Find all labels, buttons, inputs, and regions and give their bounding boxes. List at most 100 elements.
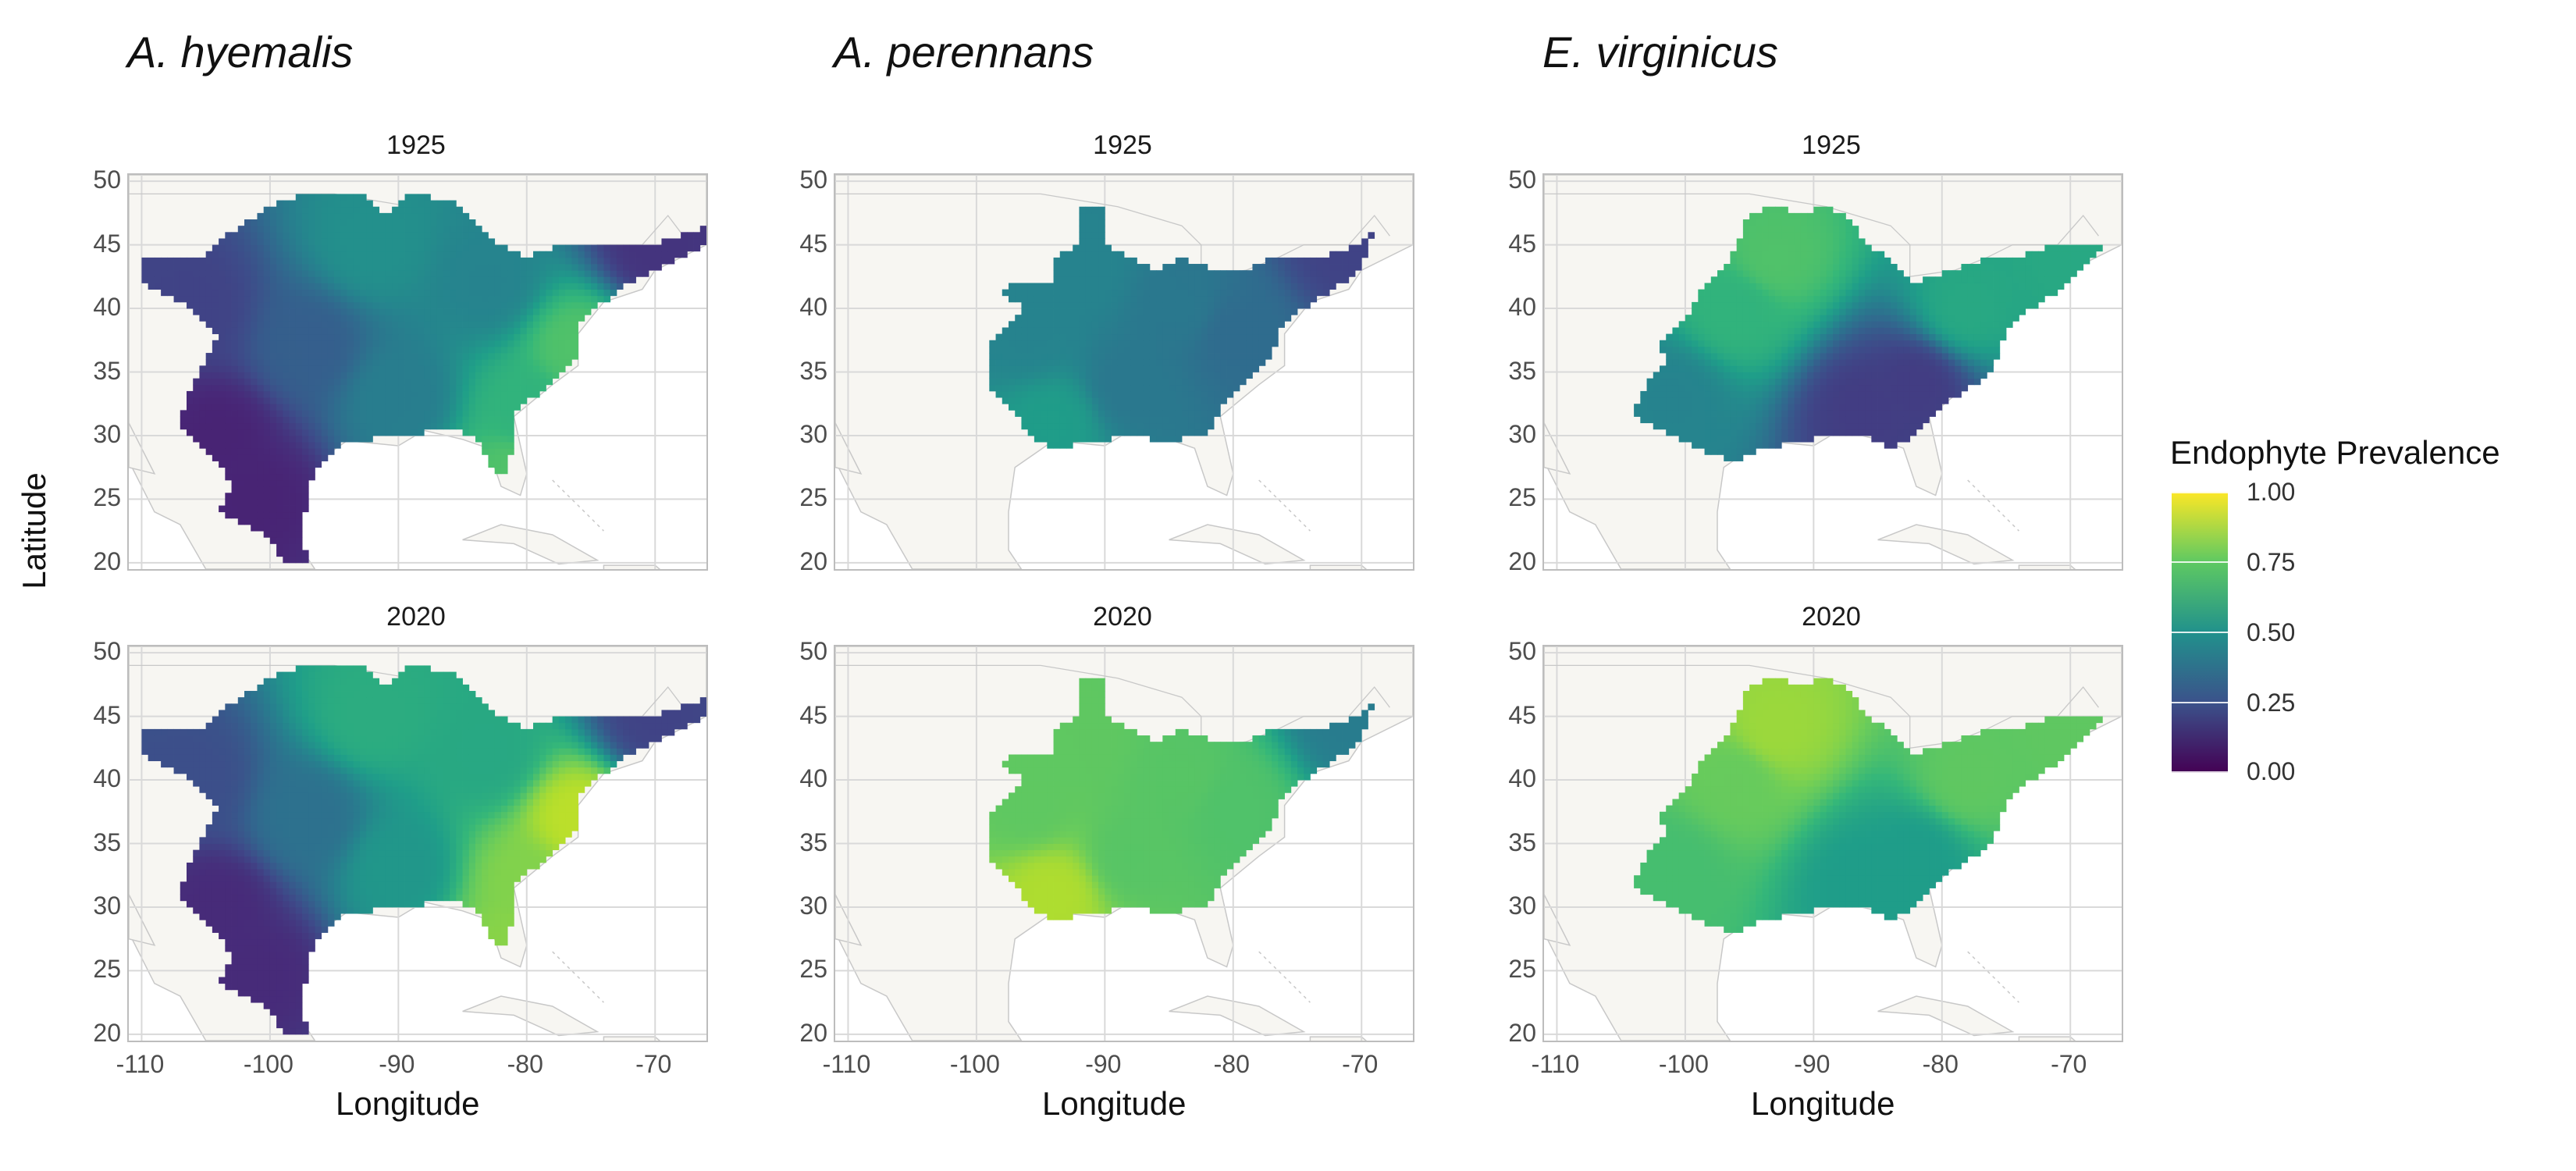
prevalence-cell [603,735,611,742]
prevalence-cell [237,333,245,341]
prevalence-raster [989,206,1375,449]
prevalence-cell [500,938,508,946]
prevalence-cell [315,710,322,717]
prevalence-cell [353,856,361,863]
prevalence-cell [450,728,457,736]
prevalence-cell [251,983,258,991]
prevalence-cell [500,900,508,908]
prevalence-cell [327,735,335,742]
prevalence-cell [257,473,265,481]
prevalence-cell [392,244,399,252]
prevalence-cell [263,989,271,997]
prevalence-cell [526,849,534,857]
prevalence-cell [308,945,315,952]
prevalence-cell [603,264,611,271]
prevalence-cell [462,397,470,404]
prevalence-cell [558,754,566,762]
prevalence-cell [295,754,303,762]
prevalence-cell [205,888,213,895]
prevalence-cell [494,359,502,366]
prevalence-cell [148,735,155,742]
prevalence-cell [231,964,239,971]
prevalence-cell [308,742,315,749]
prevalence-cell [161,748,168,755]
prevalence-cell [237,906,245,914]
prevalence-cell [334,754,341,762]
prevalence-cell [424,244,431,252]
prevalence-cell [404,862,412,870]
prevalence-cell [289,461,297,468]
prevalence-cell [482,264,489,271]
prevalence-cell [468,881,476,888]
prevalence-cell [237,792,245,799]
prevalence-cell [231,748,239,755]
prevalence-cell [167,754,174,762]
prevalence-cell [219,410,226,417]
prevalence-cell [565,817,572,825]
prevalence-cell [443,671,450,679]
prevalence-cell [591,728,598,736]
prevalence-cell [578,786,585,793]
prevalence-cell [699,703,706,710]
prevalence-cell [295,671,303,679]
prevalence-cell [418,289,425,297]
prevalence-cell [578,728,585,736]
prevalence-cell [302,671,309,679]
prevalence-cell [507,289,514,297]
prevalence-cell [450,811,457,819]
prevalence-cell [251,831,258,838]
prevalence-cell [533,257,540,265]
prevalence-cell [436,238,444,245]
prevalence-cell [514,397,521,404]
prevalence-cell [347,416,354,424]
prevalence-cell [597,722,604,730]
prevalence-cell [347,359,354,366]
prevalence-cell [302,308,309,315]
prevalence-cell [500,735,508,742]
prevalence-cell [398,353,405,360]
prevalence-cell [269,977,277,984]
prevalence-cell [430,315,438,322]
prevalence-cell [347,212,354,220]
prevalence-cell [251,219,258,226]
prevalence-cell [1002,372,1009,379]
prevalence-cell [263,531,271,538]
prevalence-cell [302,200,309,208]
prevalence-cell [257,327,265,335]
prevalence-cell [450,824,457,831]
prevalence-cell [269,499,277,506]
prevalence-cell [302,315,309,322]
prevalence-cell [244,226,251,233]
prevalence-cell [360,359,367,366]
prevalence-cell [334,372,341,379]
prevalence-cell [610,289,617,297]
prevalence-cell [289,703,297,710]
prevalence-cell [424,416,431,424]
prevalence-cell [205,906,213,914]
prevalence-cell [533,295,540,303]
prevalence-cell [231,295,239,303]
prevalence-cell [283,384,290,392]
prevalence-cell [372,390,380,398]
prevalence-cell [225,875,232,882]
prevalence-cell [699,697,706,704]
map-panel-2 [127,645,708,1042]
prevalence-cell [251,754,258,762]
prevalence-cell [468,691,476,698]
prevalence-cell [244,760,251,768]
prevalence-cell [482,276,489,283]
prevalence-cell [392,697,399,704]
prevalence-cell [231,232,239,239]
prevalence-cell [295,244,303,252]
prevalence-cell [494,422,502,430]
prevalence-cell [347,315,354,322]
prevalence-cell [231,742,239,749]
prevalence-cell [263,397,271,404]
prevalence-cell [482,728,489,736]
prevalence-cell [514,251,521,258]
prevalence-cell [995,384,1003,392]
prevalence-cell [263,888,271,895]
prevalence-cell [360,365,367,372]
prevalence-cell [642,735,649,742]
prevalence-cell [315,390,322,398]
